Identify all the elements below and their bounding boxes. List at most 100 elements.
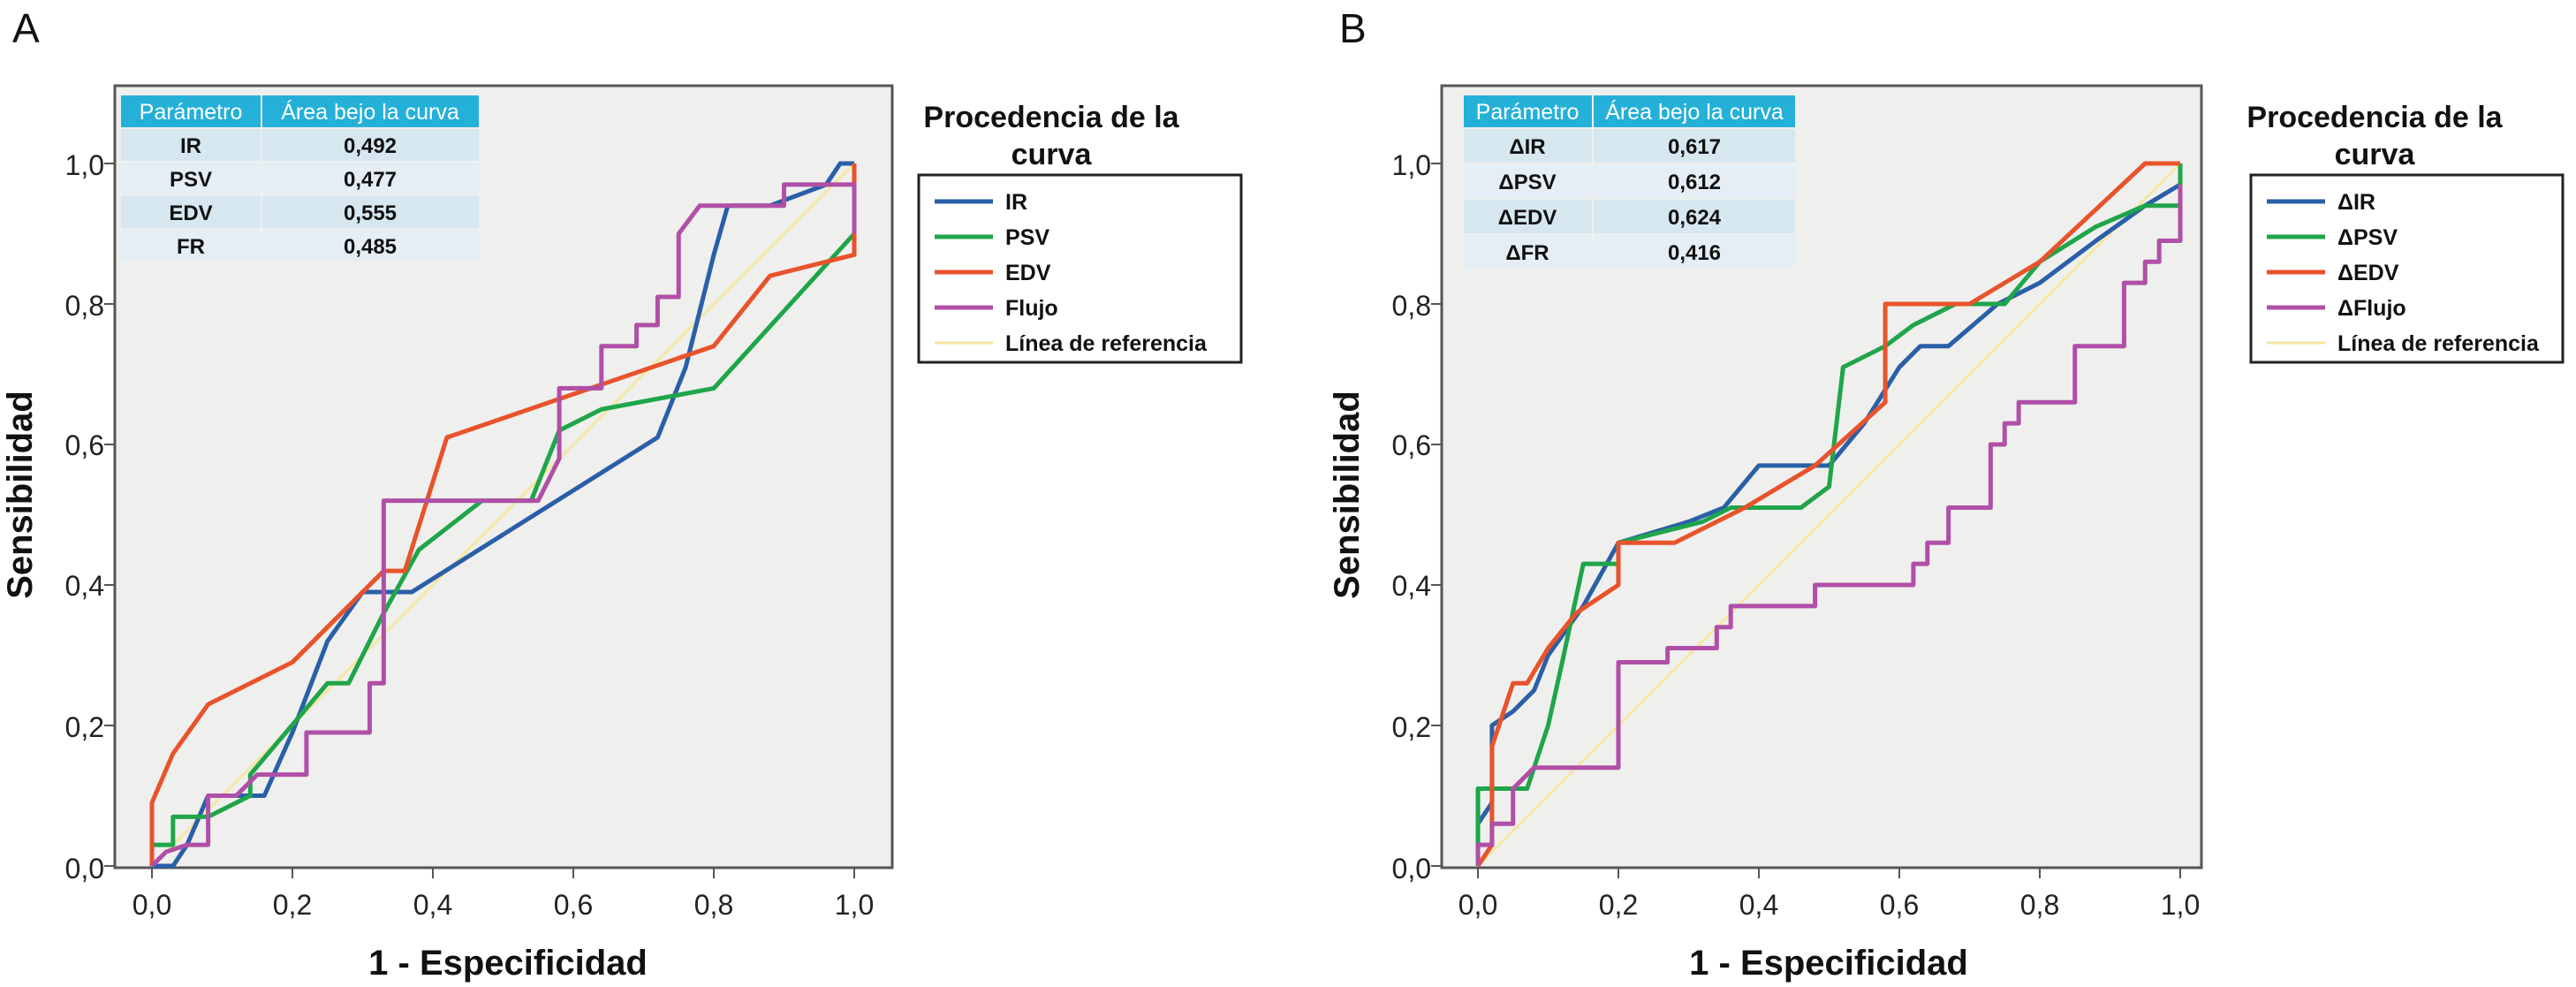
y-tick-label: 0,8 (1392, 290, 1431, 322)
roc-curves-b (1475, 161, 2183, 868)
x-axis-label-a: 1 - Especificidad (368, 944, 648, 983)
x-ticks-b: 0,0 0,2 0,4 0,6 0,8 1,0 (1458, 889, 2200, 921)
table-cell-param: EDV (169, 201, 212, 225)
x-tick-label: 0,6 (554, 889, 593, 921)
y-tick-label: 1,0 (65, 149, 104, 181)
y-tick-label: 0,6 (1392, 429, 1431, 461)
y-tick-label: 0,4 (1392, 570, 1431, 602)
legend-box-a (917, 173, 1243, 364)
y-tick-label: 0,2 (65, 711, 104, 743)
series-line-3 (149, 163, 857, 866)
table-cell-param: ΔPSV (1498, 171, 1556, 194)
x-tick-label: 0,2 (273, 889, 312, 921)
legend-label: Línea de referencia (1005, 331, 1208, 356)
series-line-2 (149, 163, 857, 866)
series-line-1 (1475, 182, 2182, 825)
legend-label: ΔFlujo (2337, 296, 2406, 321)
x-tick-label: 0,0 (133, 889, 171, 921)
y-tick-label: 0,2 (1392, 711, 1431, 743)
roc-curves-a (149, 161, 857, 869)
x-ticks-a: 0,0 0,2 0,4 0,6 0,8 1,0 (133, 889, 874, 921)
tick-marks-b (1431, 163, 2181, 878)
table-header-param: Parámetro (140, 100, 243, 125)
table-cell-auc: 0,624 (1668, 206, 1722, 230)
y-tick-label: 0,4 (65, 570, 104, 602)
table-cell-auc: 0,416 (1668, 241, 1721, 265)
y-tick-label: 0,0 (65, 853, 104, 885)
table-cell-auc: 0,485 (344, 235, 397, 259)
series-line-1 (152, 161, 854, 869)
table-cell-auc: 0,612 (1668, 171, 1721, 194)
legend-label: Flujo (1005, 296, 1058, 321)
y-axis-label-b: Sensibilidad (1328, 391, 1367, 599)
x-tick-label: 0,0 (1458, 889, 1497, 921)
table-header-cell (262, 95, 479, 127)
series-line-5 (1476, 162, 2182, 868)
table-header-cell (1464, 95, 1592, 127)
x-tick-label: 1,0 (2161, 889, 2200, 921)
series-line-4 (150, 182, 857, 868)
table-cell-auc: 0,555 (344, 201, 397, 225)
y-ticks-b: 0,0 0,2 0,4 0,6 0,8 1,0 (1392, 149, 1431, 885)
y-tick-label: 0,6 (65, 429, 104, 461)
auc-table-b: Parámetro Área bejo la curva ΔIR 0,617 Δ… (1464, 95, 1795, 269)
table-cell-param: ΔIR (1509, 135, 1545, 159)
y-tick-label: 1,0 (1392, 149, 1431, 181)
x-tick-label: 0,8 (694, 889, 733, 921)
table-cell-param: IR (180, 134, 201, 158)
legend-label: PSV (1005, 225, 1049, 250)
legend-b: Procedencia de la curva ΔIR ΔPSV ΔEDV ΔFlujo… (2246, 101, 2565, 364)
table-cell-param: ΔFR (1505, 241, 1549, 265)
auc-table-a: Parámetro Área bejo la curva IR 0,492 PS… (121, 95, 479, 262)
table-cell-param: PSV (170, 168, 212, 192)
panel-letter-b: B (1339, 5, 1367, 51)
legend-label: ΔIR (2337, 190, 2375, 215)
series-line-4 (1475, 184, 2183, 866)
legend-title-a: Procedencia de la curva (923, 101, 1179, 171)
legend-label: EDV (1005, 261, 1051, 285)
y-axis-label-a: Sensibilidad (1, 391, 40, 599)
legend-box-b (2249, 173, 2565, 364)
panel-letter-a: A (12, 5, 40, 51)
table-row: ΔIR 0,617 (1464, 129, 1795, 163)
legend-label: IR (1005, 190, 1027, 215)
table-row: PSV 0,477 (121, 163, 479, 194)
legend-label: ΔEDV (2337, 261, 2399, 285)
x-tick-label: 0,8 (2020, 889, 2059, 921)
legend-title-b: Procedencia de la curva (2246, 101, 2503, 171)
table-cell-param: FR (177, 235, 205, 259)
panel-b: B 0,0 0,2 0,4 0,6 0,8 1,0 0,0 0,2 0,4 0,… (1328, 5, 2565, 983)
legend-label: Línea de referencia (2337, 331, 2540, 356)
x-axis-label-b: 1 - Especificidad (1689, 944, 1968, 983)
table-header-auc: Área bejo la curva (281, 99, 459, 125)
x-tick-label: 0,4 (413, 889, 452, 921)
y-tick-label: 0,8 (65, 290, 104, 322)
table-row: ΔEDV 0,624 (1464, 200, 1795, 233)
table-cell-auc: 0,477 (344, 168, 397, 192)
table-cell-auc: 0,492 (344, 134, 397, 158)
series-line-5 (150, 162, 856, 868)
table-cell-auc: 0,617 (1668, 135, 1721, 159)
table-row: FR 0,485 (121, 230, 479, 262)
x-tick-label: 0,2 (1599, 889, 1638, 921)
x-tick-label: 0,4 (1739, 889, 1778, 921)
tick-marks-a (104, 163, 855, 878)
series-line-3 (1475, 161, 2180, 868)
table-row: ΔPSV 0,612 (1464, 164, 1795, 198)
series-line-2 (1475, 163, 2183, 846)
legend-label: ΔPSV (2337, 225, 2398, 250)
table-header-auc: Área bejo la curva (1605, 99, 1784, 125)
table-row: EDV 0,555 (121, 196, 479, 228)
x-tick-label: 0,6 (1880, 889, 1919, 921)
panel-a: A 0,0 0,2 0,4 0,6 0,8 1,0 0,0 0,2 0,4 0,… (1, 5, 1243, 983)
table-header-cell (1594, 95, 1795, 127)
table-header-param: Parámetro (1476, 100, 1580, 125)
table-row: IR 0,492 (121, 129, 479, 161)
x-tick-label: 1,0 (835, 889, 874, 921)
table-header-cell (121, 95, 261, 127)
table-cell-param: ΔEDV (1498, 206, 1557, 230)
y-ticks-a: 0,0 0,2 0,4 0,6 0,8 1,0 (65, 149, 104, 885)
legend-a: Procedencia de la curva IR PSV EDV Flujo Líne… (917, 101, 1243, 364)
table-row: ΔFR 0,416 (1464, 235, 1795, 269)
